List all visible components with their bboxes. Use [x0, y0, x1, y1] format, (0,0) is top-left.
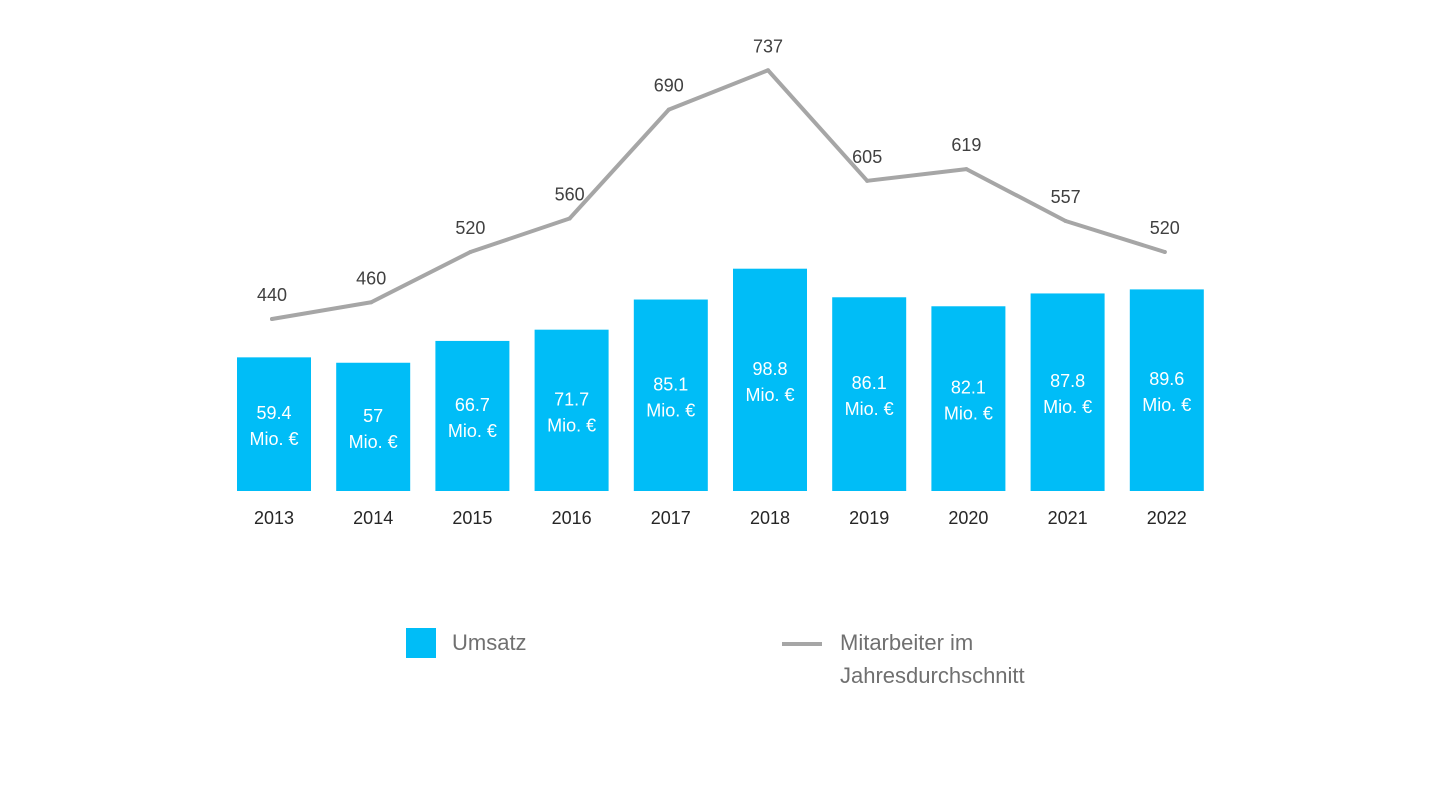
legend-label-mitarbeiter: Mitarbeiter im Jahresdurchschnitt	[840, 630, 1025, 688]
x-tick-2013: 2013	[254, 508, 294, 528]
bar-value-label-2017: 85.1	[653, 374, 688, 394]
bar-unit-label-2022: Mio. €	[1142, 395, 1191, 415]
x-tick-2016: 2016	[552, 508, 592, 528]
line-value-label-2018: 737	[753, 36, 783, 56]
bar-unit-label-2018: Mio. €	[745, 385, 794, 405]
line-mitarbeiter	[270, 68, 1167, 321]
x-tick-2017: 2017	[651, 508, 691, 528]
bar-value-label-2020: 82.1	[951, 378, 986, 398]
legend: Umsatz Mitarbeiter im Jahresdurchschnitt	[0, 626, 1440, 706]
bar-2014	[336, 362, 411, 491]
x-tick-2015: 2015	[452, 508, 492, 528]
bar-value-label-2018: 98.8	[752, 359, 787, 379]
line-point-2017	[666, 107, 671, 112]
x-tick-2019: 2019	[849, 508, 889, 528]
x-tick-2020: 2020	[948, 508, 988, 528]
line-value-label-2015: 520	[455, 218, 485, 238]
bar-2017	[633, 299, 708, 491]
legend-label-umsatz: Umsatz	[452, 630, 527, 655]
bar-value-label-2015: 66.7	[455, 395, 490, 415]
bar-unit-label-2013: Mio. €	[249, 429, 298, 449]
line-point-2021	[1063, 219, 1068, 224]
bar-2018	[733, 268, 807, 491]
bar-2021	[1030, 293, 1105, 491]
bar-unit-label-2014: Mio. €	[349, 432, 398, 452]
line-value-label-2022: 520	[1150, 218, 1180, 238]
bar-2013	[237, 357, 311, 491]
line-point-2014	[369, 300, 374, 305]
x-tick-2018: 2018	[750, 508, 790, 528]
legend-item-mitarbeiter: Mitarbeiter im Jahresdurchschnitt	[782, 626, 1080, 692]
line-value-label-2019: 605	[852, 147, 882, 167]
bar-unit-label-2020: Mio. €	[944, 404, 993, 424]
line-value-label-2020: 619	[951, 135, 981, 155]
bar-value-label-2016: 71.7	[554, 389, 589, 409]
line-point-2016	[567, 216, 572, 221]
bar-series-umsatz: 59.4 Mio. € 57 Mio. € 66.7 Mio. € 71.7 Mio. € 85…	[237, 268, 1204, 491]
x-tick-2014: 2014	[353, 508, 393, 528]
bar-2016	[534, 329, 609, 491]
line-point-2020	[964, 167, 969, 172]
bar-2022	[1129, 289, 1204, 491]
x-axis-tick-labels: 2013 2014 2015 2016 2017 2018 2019 2020 2021 2022	[254, 508, 1187, 528]
bar-unit-label-2021: Mio. €	[1043, 397, 1092, 417]
bar-value-label-2022: 89.6	[1149, 369, 1184, 389]
line-point-2015	[468, 250, 473, 254]
bar-unit-label-2019: Mio. €	[845, 399, 894, 419]
line-series-mitarbeiter: 440 460 520 560 690 737 605 619 557 520	[257, 36, 1180, 321]
line-value-label-2016: 560	[555, 185, 585, 205]
line-value-label-2014: 460	[356, 268, 386, 288]
x-tick-2022: 2022	[1147, 508, 1187, 528]
bar-2019	[832, 297, 907, 491]
line-point-2022	[1162, 250, 1167, 254]
line-value-label-2021: 557	[1051, 187, 1081, 207]
line-point-2018	[766, 68, 770, 73]
legend-item-umsatz: Umsatz	[406, 626, 527, 659]
bar-value-label-2013: 59.4	[256, 403, 291, 423]
bar-2020	[931, 306, 1006, 491]
bar-value-label-2014: 57	[363, 406, 383, 426]
bar-value-label-2021: 87.8	[1050, 371, 1085, 391]
line-point-2019	[865, 178, 870, 183]
legend-swatch-bar	[406, 628, 436, 658]
bar-unit-label-2017: Mio. €	[646, 400, 695, 420]
bar-unit-label-2016: Mio. €	[547, 415, 596, 435]
legend-swatch-line	[782, 642, 822, 646]
bar-unit-label-2015: Mio. €	[448, 421, 497, 441]
line-value-label-2017: 690	[654, 76, 684, 96]
bar-value-label-2019: 86.1	[852, 373, 887, 393]
bar-2015	[435, 340, 510, 491]
line-point-2013	[270, 317, 274, 321]
x-tick-2021: 2021	[1048, 508, 1088, 528]
line-value-label-2013: 440	[257, 285, 287, 305]
